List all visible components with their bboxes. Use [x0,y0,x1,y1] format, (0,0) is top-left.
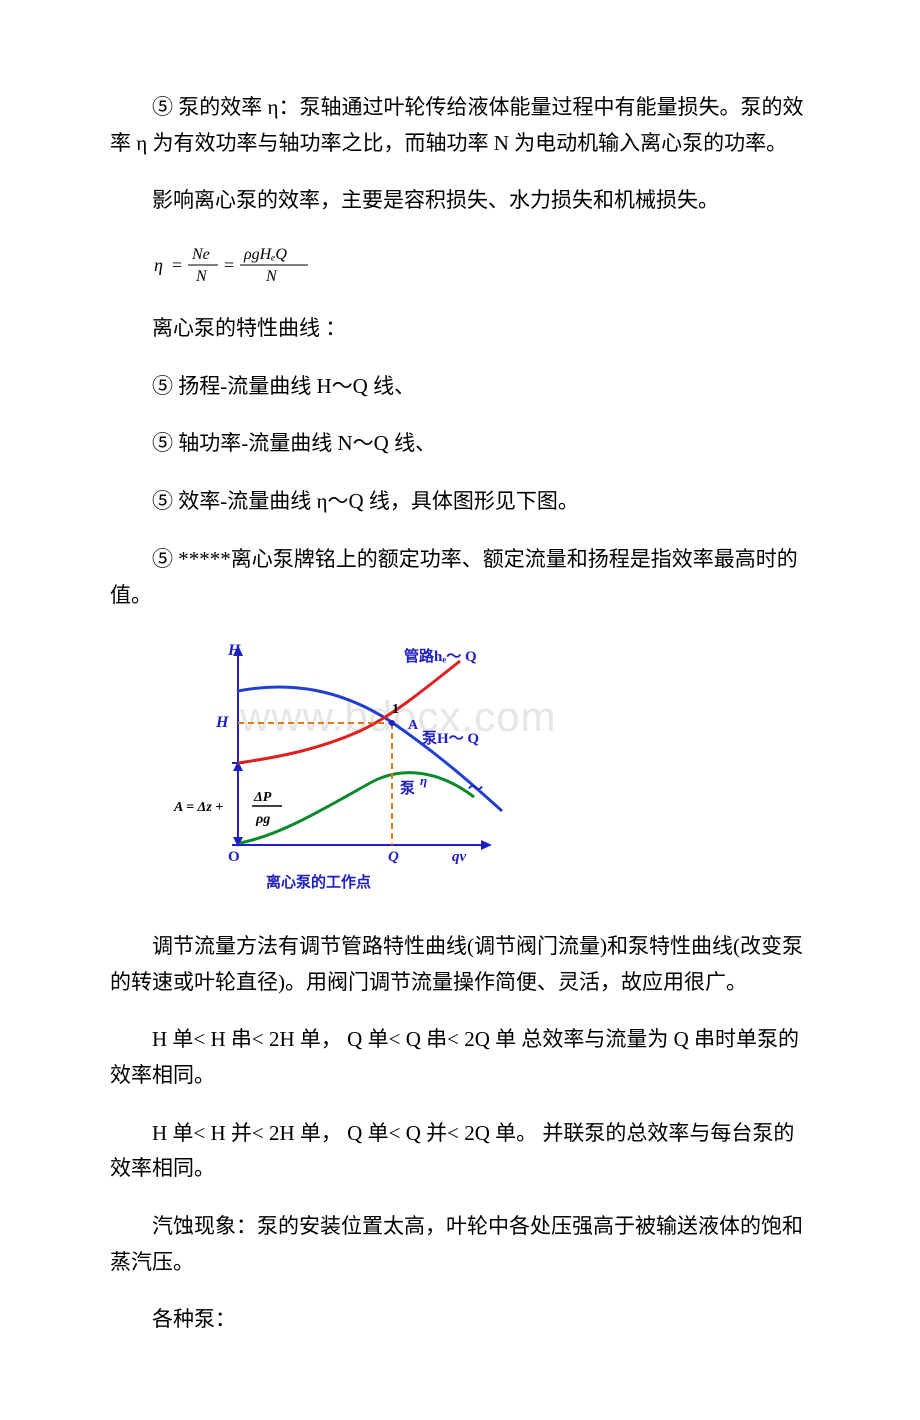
chart-label-pump_eta1: 泵 [400,780,415,797]
chart-label-A_eq: A = Δz + [173,800,223,815]
chart-label-pumpH: 泵H～ Q [422,730,479,747]
formula-eq2: = [224,255,234,275]
para-characteristic-curves: 离心泵的特性曲线 ： [110,311,810,347]
chart-label-A_pt: A [408,718,419,733]
para-series-pump: H 单< H 串< 2H 单， Q 单< Q 串< 2Q 单 总效率与流量为 Q… [110,1022,810,1093]
chart-label-pump_eta3: ～ [468,781,483,797]
chart-label-O: O [228,849,240,865]
chart-label-H_top: H [227,642,241,659]
chart-label-one: 1 [392,702,399,717]
formula-frac2-num: ρgHₑQ [243,246,287,263]
chart-svg: H H A = Δz + ΔP ρg O Qqv 1A 管路hₑ～ Q 泵H～ Q 泵η ～ 离心泵的工… [170,635,540,895]
para-rated-values: ⑤ *****离心泵牌铭上的额定功率、额定流量和扬程是指效率最高时的值。 [110,542,810,613]
formula-frac1-num: Ne [191,246,210,263]
formula-eta: η = Ne N = ρgHₑQ N [152,241,810,289]
formula-frac1-den: N [195,268,208,285]
para-parallel-pump: H 单< H 并< 2H 单， Q 单< Q 并< 2Q 单。 并联泵的总效率与… [110,1116,810,1187]
chart-label-A_num: ΔP [253,790,272,805]
para-pump-efficiency-def: ⑤ 泵的效率 η：泵轴通过叶轮传给液体能量过程中有能量损失。泵的效率 η 为有效… [110,90,810,161]
y-span-bracket [232,761,244,847]
para-flow-control: 调节流量方法有调节管路特性曲线(调节阀门流量)和泵特性曲线(改变泵的转速或叶轮直… [110,929,810,1000]
chart-axes [233,645,492,850]
para-hq-curve: ⑤ 扬程-流量曲线 H～Q 线、 [110,369,810,405]
formula-eta-svg: η = Ne N = ρgHₑQ N [152,241,352,289]
para-efficiency-losses: 影响离心泵的效率，主要是容积损失、水力损失和机械损失。 [110,183,810,219]
chart-label-H_left: H [215,714,229,731]
chart-label-A_den: ρg [255,812,270,827]
para-etaq-curve: ⑤ 效率-流量曲线 η～Q 线，具体图形见下图。 [110,484,810,520]
formula-frac2-den: N [265,268,278,285]
formula-lhs: η [154,255,163,275]
para-various-pumps: 各种泵： [110,1302,810,1338]
pump-operating-point-chart: www.bdocx.com HHA = Δz +ΔPρgOQqv1A管路hₑ～ … [170,635,810,907]
para-cavitation: 汽蚀现象：泵的安装位置太高，叶轮中各处压强高于被输送液体的饱和蒸汽压。 [110,1209,810,1280]
curve-eta [240,773,474,843]
chart-label-caption: 离心泵的工作点 [266,873,371,891]
x-axis-arrow-icon [481,840,492,850]
para-nq-curve: ⑤ 轴功率-流量曲线 N～Q 线、 [110,426,810,462]
chart-label-qv: qv [452,849,467,865]
chart-label-pump_eta2: η [420,773,427,788]
chart-label-pipe_label: 管路hₑ～ Q [404,647,477,665]
curve-pump-h [238,687,502,811]
chart-label-Q_bottom: Q [388,849,399,865]
operating-point-marker [389,720,395,726]
formula-eq1: = [172,255,182,275]
